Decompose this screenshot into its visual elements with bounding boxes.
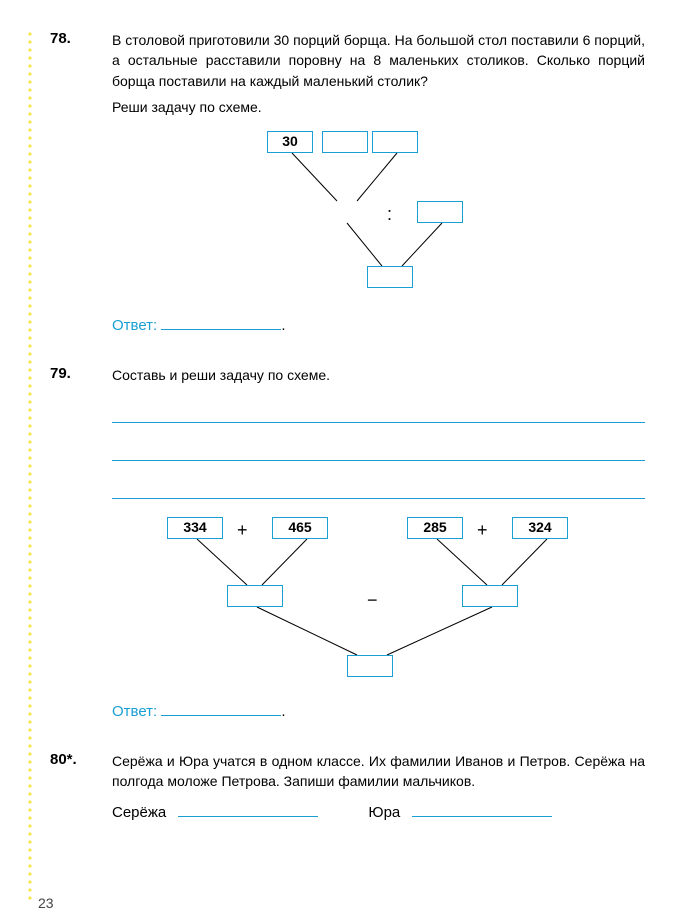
task-80: 80*. Серёжа и Юра учатся в одном классе.… bbox=[50, 751, 645, 823]
d79-l1[interactable]: 334 bbox=[167, 517, 223, 539]
name2-blank[interactable] bbox=[412, 803, 552, 817]
name1-label: Серёжа bbox=[112, 804, 166, 821]
page-number: 23 bbox=[38, 895, 54, 911]
diagram-78: 30 − : bbox=[242, 131, 522, 301]
page-content: 78. В столовой приготовили 30 порций бор… bbox=[0, 0, 700, 861]
d78-box4[interactable] bbox=[417, 201, 463, 223]
name2-label: Юра bbox=[368, 804, 400, 821]
d79-op-plus-r: + bbox=[477, 517, 488, 543]
d78-op-div: : bbox=[387, 201, 392, 227]
name1-blank[interactable] bbox=[178, 803, 318, 817]
write-line-3[interactable] bbox=[112, 479, 645, 499]
task-79: 79. Составь и реши задачу по схеме. 33 bbox=[50, 365, 645, 723]
d79-boxL[interactable] bbox=[227, 585, 283, 607]
d79-l2[interactable]: 465 bbox=[272, 517, 328, 539]
diagram-79: 334 + 465 285 + 324 − bbox=[142, 517, 602, 687]
d79-boxR[interactable] bbox=[462, 585, 518, 607]
d78-box5[interactable] bbox=[367, 266, 413, 288]
task-instruction: Реши задачу по схеме. bbox=[112, 97, 645, 117]
d78-box1[interactable]: 30 bbox=[267, 131, 313, 153]
task-text: Серёжа и Юра учатся в одном классе. Их ф… bbox=[112, 751, 645, 792]
d78-box2[interactable] bbox=[372, 131, 418, 153]
task-number: 80*. bbox=[50, 751, 112, 768]
write-line-1[interactable] bbox=[112, 403, 645, 423]
answer-blank[interactable] bbox=[161, 316, 281, 330]
task-number: 79. bbox=[50, 365, 112, 382]
answer-blank[interactable] bbox=[161, 702, 281, 716]
task-text: Составь и реши задачу по схеме. bbox=[112, 365, 645, 385]
write-line-2[interactable] bbox=[112, 441, 645, 461]
d79-boxB[interactable] bbox=[347, 655, 393, 677]
task-number: 78. bbox=[50, 30, 112, 47]
d79-op-minus: − bbox=[367, 587, 378, 613]
task-text: В столовой приготовили 30 порций борща. … bbox=[112, 30, 645, 91]
d79-r2[interactable]: 324 bbox=[512, 517, 568, 539]
margin-dots bbox=[28, 30, 32, 900]
d79-r1[interactable]: 285 bbox=[407, 517, 463, 539]
answer-row-79: Ответ: . bbox=[112, 701, 645, 723]
d79-op-plus-l: + bbox=[237, 517, 248, 543]
d78-box3[interactable] bbox=[322, 131, 368, 153]
answer-label: Ответ: bbox=[112, 703, 157, 720]
answer-label: Ответ: bbox=[112, 317, 157, 334]
task-78: 78. В столовой приготовили 30 порций бор… bbox=[50, 30, 645, 337]
names-row: Серёжа Юра bbox=[112, 802, 645, 824]
answer-row-78: Ответ: . bbox=[112, 315, 645, 337]
